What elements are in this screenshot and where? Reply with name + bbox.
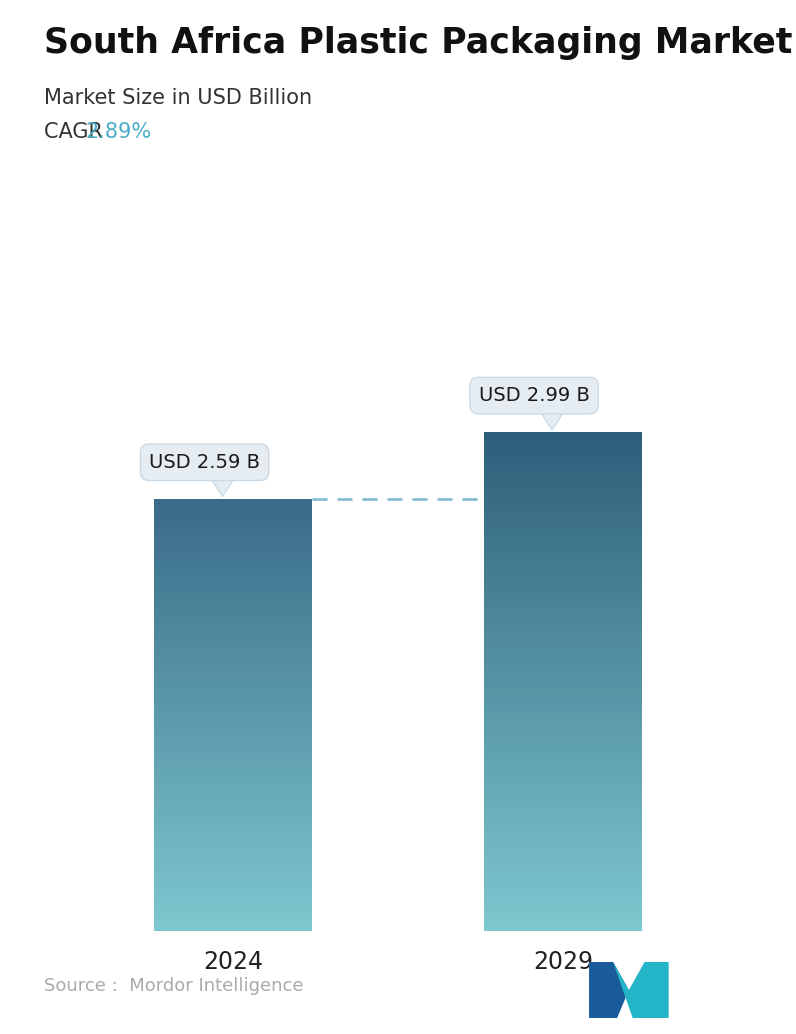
Text: Source :  Mordor Intelligence: Source : Mordor Intelligence	[44, 977, 303, 995]
Text: USD 2.99 B: USD 2.99 B	[478, 386, 590, 405]
Text: USD 2.59 B: USD 2.59 B	[149, 453, 260, 472]
Text: South Africa Plastic Packaging Market: South Africa Plastic Packaging Market	[44, 26, 792, 60]
Polygon shape	[613, 962, 669, 1018]
Text: Market Size in USD Billion: Market Size in USD Billion	[44, 88, 312, 108]
Polygon shape	[589, 962, 629, 1018]
Polygon shape	[537, 405, 568, 430]
Text: 2.89%: 2.89%	[85, 122, 151, 142]
Text: CAGR: CAGR	[44, 122, 109, 142]
Polygon shape	[207, 473, 238, 496]
